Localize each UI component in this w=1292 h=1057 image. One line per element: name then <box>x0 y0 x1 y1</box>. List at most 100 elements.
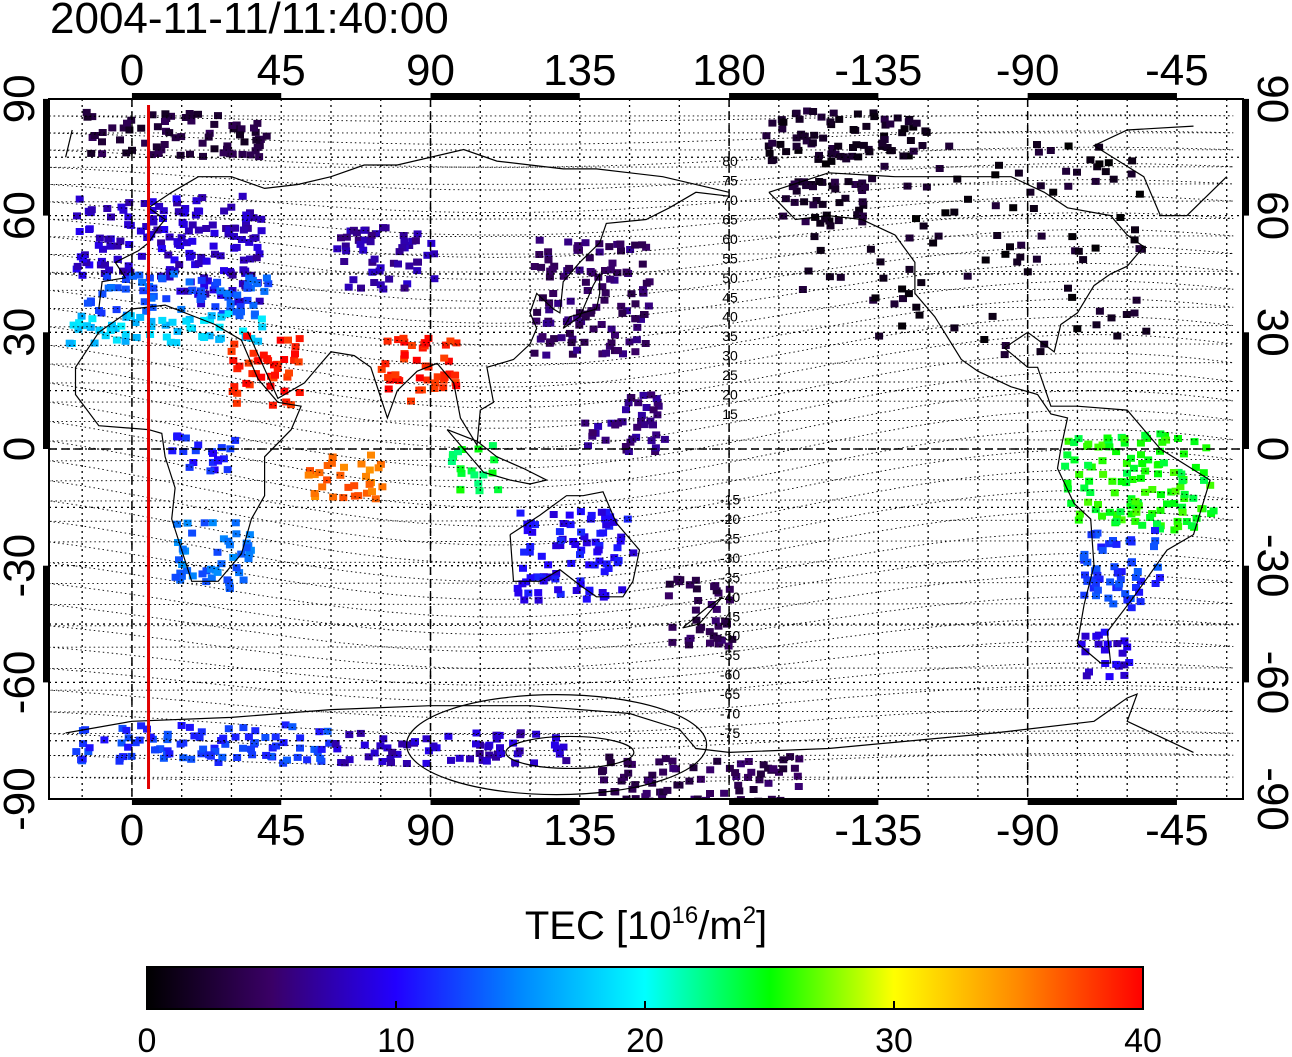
tec-cell <box>568 350 577 358</box>
tec-cell <box>244 555 253 563</box>
coastline <box>682 596 723 629</box>
tec-cell <box>143 725 151 733</box>
tec-cell <box>627 394 636 401</box>
tec-cell <box>247 745 255 753</box>
tec-cell <box>1135 245 1144 253</box>
tec-cell <box>117 322 126 330</box>
tec-cell <box>1126 502 1135 510</box>
tec-cell <box>233 754 242 761</box>
tec-cell <box>800 178 809 186</box>
tec-cell <box>1006 243 1014 251</box>
contour-label: -60 <box>720 667 740 683</box>
tec-cell <box>642 279 651 287</box>
tec-cell <box>1080 484 1089 492</box>
tec-cell <box>792 187 801 195</box>
contour-line <box>49 662 1234 703</box>
tec-cell <box>1148 486 1157 493</box>
tec-cell <box>728 635 737 643</box>
tec-cell <box>249 214 258 222</box>
tec-cell <box>243 296 252 304</box>
tec-cell <box>271 371 279 379</box>
tec-cell <box>865 148 874 156</box>
tec-cell <box>915 311 924 319</box>
tec-cell <box>472 740 480 748</box>
tec-cell <box>367 231 376 239</box>
tec-cell <box>174 208 183 216</box>
tec-cell <box>585 586 594 594</box>
colorbar-tick-label: 20 <box>626 1022 664 1057</box>
tec-cell <box>950 324 959 332</box>
tec-cell <box>433 373 442 381</box>
tec-cell <box>714 640 723 648</box>
tec-cell <box>169 270 178 278</box>
tec-cell <box>1206 481 1215 489</box>
tec-cell <box>255 250 264 258</box>
tec-cell <box>187 755 196 763</box>
tec-cell <box>413 258 422 266</box>
tec-cell <box>424 747 433 755</box>
tec-cell <box>576 551 584 559</box>
tec-cell <box>1120 637 1129 645</box>
tec-cell <box>1075 471 1084 478</box>
tec-cell <box>233 291 242 299</box>
tec-cell <box>256 135 265 143</box>
tec-cell <box>859 141 868 149</box>
tec-cell <box>240 138 249 146</box>
tec-cell <box>1136 598 1145 606</box>
tec-cell <box>368 488 376 496</box>
tec-cell <box>554 299 563 307</box>
tec-cell <box>858 179 867 187</box>
tec-cell <box>668 757 677 765</box>
tec-cell <box>121 337 130 345</box>
tec-cell <box>935 165 944 172</box>
tec-cell <box>648 771 657 779</box>
contour-line <box>49 162 1234 191</box>
tec-cell <box>1116 576 1125 584</box>
tec-cell <box>1180 490 1189 498</box>
tec-cell <box>136 227 145 235</box>
tec-cell <box>188 529 197 537</box>
right-lat-label: -90 <box>1248 767 1292 831</box>
tec-cell <box>858 198 867 206</box>
tec-cell <box>456 486 465 494</box>
tec-cell <box>768 139 777 147</box>
tec-cell <box>1155 460 1164 468</box>
tec-cell <box>452 339 461 347</box>
tec-cell <box>614 419 622 427</box>
tec-cell <box>254 357 263 365</box>
tec-cell <box>403 741 412 749</box>
tec-cell <box>391 371 400 379</box>
tec-cell <box>623 515 632 523</box>
tec-cell <box>239 724 248 732</box>
tec-cell <box>333 745 342 753</box>
tec-cell <box>336 471 345 479</box>
tec-cell <box>565 264 574 272</box>
tec-cell <box>350 482 359 490</box>
tec-cell <box>126 312 135 320</box>
tec-cell <box>711 617 720 625</box>
tec-cell <box>945 142 954 150</box>
tec-cell <box>546 573 554 581</box>
tec-cell <box>451 371 460 379</box>
tec-cell <box>1063 479 1072 487</box>
tec-cell <box>333 245 342 253</box>
tec-cell <box>179 209 188 217</box>
tec-cell <box>735 787 744 795</box>
coastline <box>509 491 641 598</box>
tec-cell <box>444 357 453 365</box>
tec-cell <box>231 519 240 527</box>
tec-cell <box>675 781 684 789</box>
tec-cell <box>141 139 150 147</box>
tec-cell <box>213 278 222 286</box>
coastline <box>446 429 549 485</box>
tec-cell <box>411 738 419 746</box>
tec-cell <box>1091 580 1100 588</box>
tec-cell <box>601 515 610 523</box>
tec-cell <box>1094 443 1103 451</box>
tec-cell <box>188 237 197 245</box>
tec-cell <box>376 742 385 750</box>
tec-cell <box>198 570 207 578</box>
colorbar-tick-label: 30 <box>875 1022 913 1057</box>
tec-cell <box>829 109 838 117</box>
tec-cell <box>149 284 158 292</box>
